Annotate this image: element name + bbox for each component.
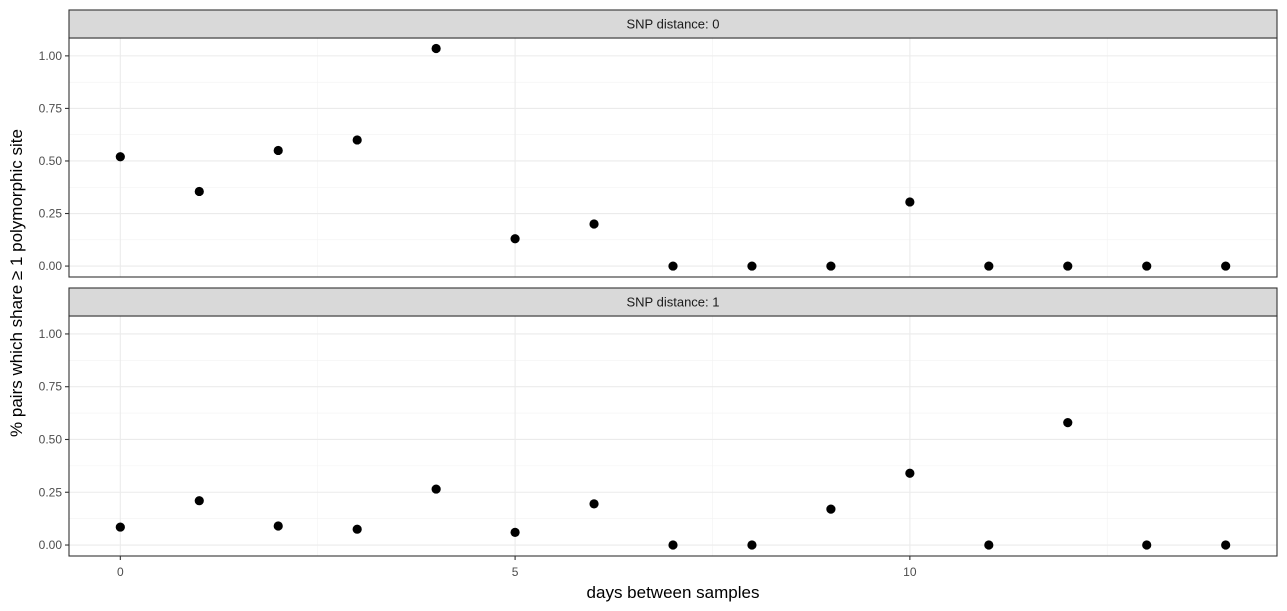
data-point (1063, 261, 1073, 271)
data-point (273, 521, 283, 531)
data-point (826, 261, 836, 271)
x-axis-title: days between samples (587, 583, 760, 602)
facet-strip (68, 287, 1278, 317)
data-point (194, 496, 204, 506)
data-point (589, 499, 599, 509)
panel-background (69, 38, 1277, 277)
data-point (115, 522, 125, 532)
data-point (115, 152, 125, 162)
data-point (352, 524, 362, 534)
data-point (194, 186, 204, 197)
facet-strip-label: SNP distance: 0 (627, 17, 720, 32)
y-tick-label: 0.50 (39, 432, 63, 446)
data-point (984, 540, 994, 550)
data-point (431, 484, 441, 494)
y-tick-label: 0.25 (39, 485, 63, 499)
data-point (352, 135, 362, 145)
y-tick-label: 1.00 (39, 49, 63, 63)
data-point (1221, 540, 1231, 550)
y-axis-title: % pairs which share ≥ 1 polymorphic site (7, 129, 26, 437)
x-tick-label: 0 (117, 565, 124, 579)
data-point (747, 540, 757, 550)
y-tick-label: 0.00 (39, 259, 63, 273)
y-tick-label: 0.75 (39, 380, 63, 394)
data-point (431, 43, 441, 54)
data-point (589, 219, 599, 229)
y-tick-label: 0.25 (39, 207, 63, 221)
data-point (1142, 261, 1152, 271)
data-point (984, 261, 994, 271)
data-point (1221, 261, 1231, 271)
data-point (273, 145, 283, 156)
y-tick-label: 1.00 (39, 327, 63, 341)
data-point (668, 540, 678, 550)
data-point (668, 261, 678, 271)
y-tick-label: 0.00 (39, 538, 63, 552)
panel-background (69, 316, 1277, 556)
data-point (905, 197, 915, 207)
data-point (826, 504, 836, 514)
data-point (510, 234, 520, 244)
data-point (510, 527, 520, 537)
x-tick-label: 10 (903, 565, 917, 579)
data-point (905, 468, 915, 478)
facet-strip-label: SNP distance: 1 (627, 295, 720, 310)
y-tick-label: 0.75 (39, 101, 63, 115)
data-point (747, 261, 757, 271)
data-point (1142, 540, 1152, 550)
x-tick-label: 5 (512, 565, 519, 579)
y-tick-label: 0.50 (39, 154, 63, 168)
data-point (1063, 417, 1073, 428)
facet-strip (68, 9, 1278, 39)
